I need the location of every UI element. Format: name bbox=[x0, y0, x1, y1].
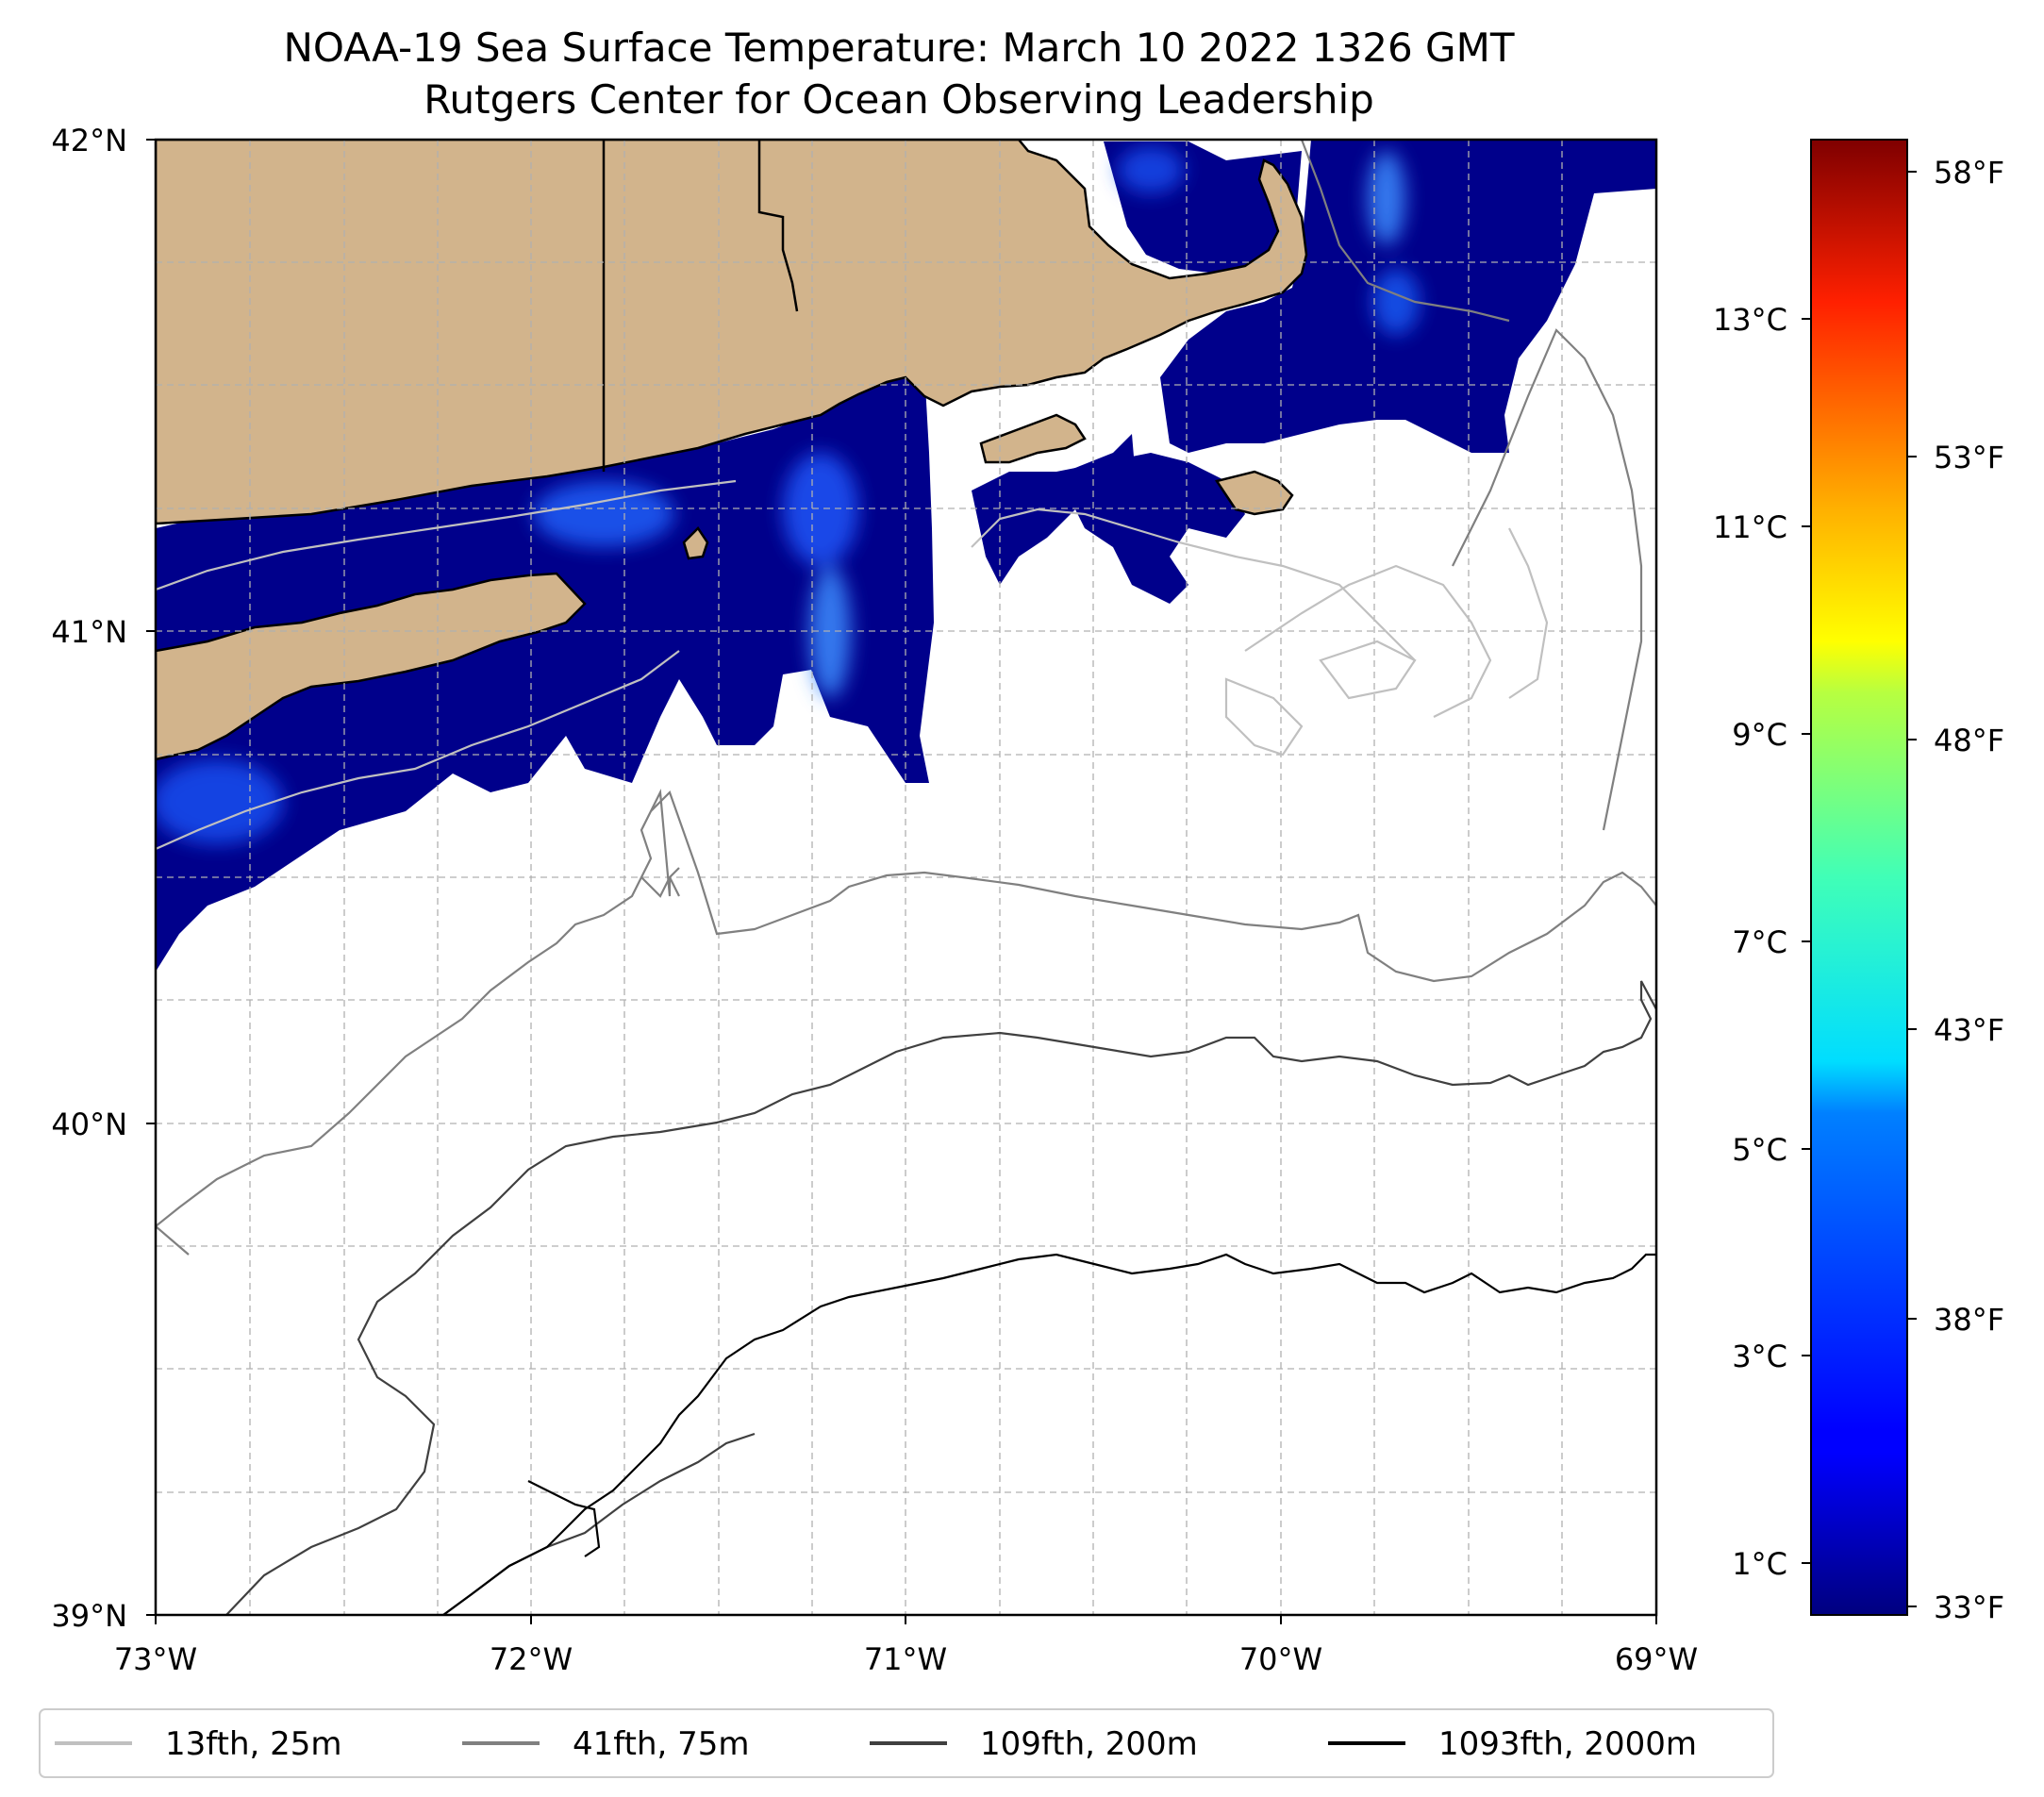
isobath-25m bbox=[156, 479, 1549, 851]
x-tick-69w: 69°W bbox=[1615, 1641, 1698, 1677]
colorbar-gradient bbox=[1810, 139, 1908, 1616]
land-layer bbox=[156, 140, 1308, 761]
block-island bbox=[682, 526, 709, 560]
mainland-new-england bbox=[156, 140, 1308, 525]
legend-label-200m: 109fth, 200m bbox=[980, 1725, 1198, 1763]
sst-warm-patch-1 bbox=[533, 481, 674, 547]
legend-label-2000m: 1093fth, 2000m bbox=[1438, 1725, 1697, 1763]
legend: 13fth, 25m 41fth, 75m 109fth, 200m 1093f… bbox=[39, 1708, 1774, 1778]
colorbar-fahrenheit-ticks bbox=[1907, 171, 1917, 1607]
sst-warm-patch-2 bbox=[783, 453, 858, 566]
cbar-f-38: 38°F bbox=[1934, 1302, 2004, 1338]
legend-label-25m: 13fth, 25m bbox=[165, 1725, 342, 1763]
sst-warm-patch-7 bbox=[1118, 146, 1184, 193]
sst-data-layer bbox=[156, 140, 1656, 972]
cbar-c-5: 5°C bbox=[1732, 1132, 1787, 1168]
x-tick-72w: 72°W bbox=[490, 1641, 573, 1677]
y-tick-41n: 41°N bbox=[51, 614, 127, 650]
long-island bbox=[156, 572, 587, 761]
isobath-75m bbox=[156, 140, 1656, 1256]
x-tick-73w: 73°W bbox=[114, 1641, 197, 1677]
sst-patch-southeast-cape bbox=[1056, 453, 1245, 604]
marthas-vineyard bbox=[979, 413, 1087, 464]
map-panel bbox=[156, 140, 1656, 1615]
y-tick-42n: 42°N bbox=[51, 123, 127, 158]
y-tick-39n: 39°N bbox=[51, 1598, 127, 1634]
cbar-c-1: 1°C bbox=[1732, 1546, 1787, 1582]
cbar-f-33: 33°F bbox=[1934, 1589, 2004, 1625]
title-line-2: Rutgers Center for Ocean Observing Leade… bbox=[424, 76, 1374, 123]
cbar-c-9: 9°C bbox=[1732, 717, 1787, 753]
cbar-c-13: 13°C bbox=[1713, 302, 1787, 338]
cbar-f-53: 53°F bbox=[1934, 440, 2004, 475]
y-axis: 42°N 41°N 40°N 39°N bbox=[51, 123, 156, 1634]
state-boundaries bbox=[602, 140, 799, 472]
cbar-f-43: 43°F bbox=[1934, 1012, 2004, 1048]
x-axis: 73°W 72°W 71°W 70°W 69°W bbox=[114, 1615, 1698, 1677]
nantucket bbox=[1214, 470, 1294, 516]
cbar-c-11: 11°C bbox=[1713, 509, 1787, 545]
sst-warm-patch-6 bbox=[156, 759, 283, 844]
title-line-1: NOAA-19 Sea Surface Temperature: March 1… bbox=[284, 25, 1515, 71]
cbar-c-7: 7°C bbox=[1732, 924, 1787, 960]
x-tick-70w: 70°W bbox=[1239, 1641, 1322, 1677]
cbar-c-3: 3°C bbox=[1732, 1339, 1787, 1374]
y-tick-40n: 40°N bbox=[51, 1106, 127, 1142]
gridlines bbox=[156, 140, 1656, 1615]
colorbar-celsius-ticks bbox=[1802, 318, 1811, 1564]
sst-patch-sound bbox=[156, 368, 934, 972]
sst-warm-patch-3 bbox=[809, 566, 851, 698]
cbar-f-58: 58°F bbox=[1934, 155, 2004, 191]
sst-warm-patch-5 bbox=[1372, 269, 1420, 335]
cbar-f-48: 48°F bbox=[1934, 723, 2004, 758]
isobath-2000m bbox=[442, 1253, 1656, 1615]
legend-label-75m: 41fth, 75m bbox=[573, 1725, 750, 1763]
colorbar: 13°C 11°C 9°C 7°C 5°C 3°C 1°C 58°F 53°F … bbox=[1713, 139, 2004, 1625]
x-tick-71w: 71°W bbox=[864, 1641, 947, 1677]
sst-warm-patch-4 bbox=[1368, 151, 1405, 245]
